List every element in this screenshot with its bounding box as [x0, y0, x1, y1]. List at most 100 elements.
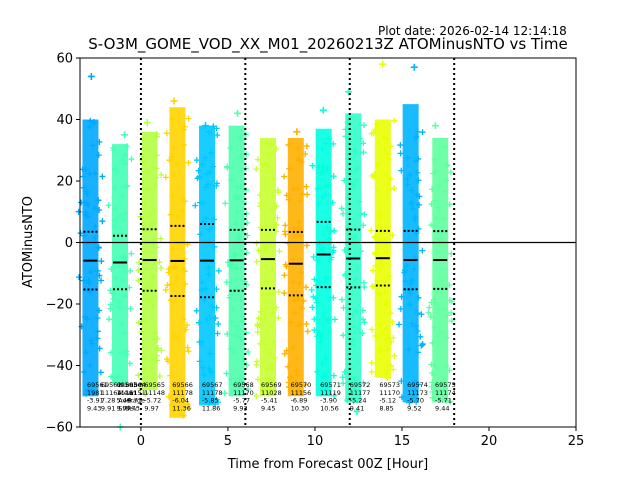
- outlier-point: [201, 122, 209, 130]
- stat-label: 69562: [101, 381, 122, 389]
- scatter-point: [329, 199, 336, 206]
- scatter-point: [82, 166, 89, 173]
- scatter-point: [285, 240, 292, 247]
- y-tick-label: 40: [56, 113, 73, 128]
- scatter-point: [416, 201, 423, 208]
- scatter-group: [75, 72, 106, 397]
- scatter-point: [308, 286, 315, 293]
- scatter-point: [176, 184, 183, 191]
- scatter-point: [317, 333, 324, 340]
- scatter-point: [184, 344, 191, 351]
- scatter-point: [86, 123, 93, 130]
- scatter-point: [176, 376, 183, 383]
- scatter-point: [309, 162, 316, 169]
- scatter-point: [275, 189, 282, 196]
- scatter-point: [384, 182, 391, 189]
- stat-label: 11178: [202, 389, 223, 397]
- scatter-point: [311, 327, 318, 334]
- scatter-point: [331, 392, 338, 399]
- scatter-point: [91, 170, 98, 177]
- scatter-point: [360, 316, 367, 323]
- stat-label: 69561: [87, 381, 108, 389]
- scatter-point: [340, 380, 347, 387]
- scatter-point: [121, 329, 128, 336]
- scatter-point: [438, 329, 445, 336]
- scatter-point: [294, 372, 301, 379]
- scatter-point: [228, 376, 235, 383]
- scatter-point: [432, 301, 439, 308]
- scatter-point: [120, 263, 127, 270]
- scatter-group: [338, 88, 368, 416]
- scatter-point: [281, 350, 288, 357]
- scatter-point: [311, 316, 318, 323]
- scatter-group: [162, 97, 192, 419]
- scatter-point: [428, 299, 435, 306]
- scatter-point: [111, 184, 118, 191]
- scatter-point: [253, 393, 260, 400]
- scatter-point: [342, 126, 349, 133]
- outlier-point: [90, 119, 98, 127]
- scatter-point: [372, 332, 379, 339]
- scatter-point: [404, 176, 411, 183]
- scatter-point: [205, 264, 212, 271]
- scatter-point: [153, 165, 160, 172]
- scatter-point: [146, 185, 153, 192]
- scatter-point: [87, 337, 94, 344]
- scatter-point: [152, 174, 159, 181]
- scatter-point: [370, 267, 377, 274]
- scatter-point: [173, 274, 180, 281]
- scatter-point: [419, 129, 426, 136]
- scatter-point: [192, 202, 199, 209]
- scatter-point: [286, 165, 293, 172]
- scatter-point: [295, 388, 302, 395]
- scatter-point: [295, 322, 302, 329]
- scatter-point: [264, 162, 271, 169]
- scatter-point: [288, 319, 295, 326]
- scatter-point: [228, 177, 235, 184]
- scatter-point: [432, 168, 439, 175]
- scatter-point: [215, 267, 222, 274]
- outlier-point: [345, 88, 353, 96]
- scatter-point: [418, 311, 425, 318]
- scatter-point: [236, 334, 243, 341]
- scatter-point: [127, 267, 134, 274]
- scatter-point: [147, 209, 154, 216]
- stat-label: -3.90: [320, 397, 337, 405]
- scatter-point: [327, 256, 334, 263]
- scatter-point: [213, 182, 220, 189]
- scatter-point: [126, 360, 133, 367]
- stat-label: -5.77: [233, 397, 250, 405]
- scatter-point: [224, 164, 231, 171]
- scatter-point: [448, 318, 455, 325]
- scatter-point: [415, 225, 422, 232]
- outlier-point: [405, 398, 413, 406]
- scatter-point: [387, 143, 394, 150]
- scatter-point: [165, 269, 172, 276]
- scatter-point: [407, 171, 414, 178]
- outlier-point: [323, 386, 331, 394]
- scatter-point: [233, 323, 240, 330]
- scatter-point: [223, 279, 230, 286]
- scatter-point: [221, 390, 228, 397]
- stat-label: 69566: [172, 381, 193, 389]
- stat-label: 69564: [125, 381, 146, 389]
- scatter-point: [264, 281, 271, 288]
- scatter-point: [398, 378, 405, 385]
- stat-label: 9.41: [350, 404, 364, 412]
- scatter-point: [135, 372, 142, 379]
- scatter-point: [199, 395, 206, 402]
- scatter-point: [317, 339, 324, 346]
- scatter-point: [360, 222, 367, 229]
- scatter-point: [127, 305, 134, 312]
- scatter-point: [254, 358, 261, 365]
- scatter-point: [244, 232, 251, 239]
- scatter-point: [229, 306, 236, 313]
- stat-label: 1981: [87, 389, 104, 397]
- scatter-point: [273, 221, 280, 228]
- scatter-point: [135, 277, 142, 284]
- scatter-point: [297, 232, 304, 239]
- scatter-point: [83, 390, 90, 397]
- scatter-point: [412, 322, 419, 329]
- scatter-point: [351, 376, 358, 383]
- scatter-point: [429, 379, 436, 386]
